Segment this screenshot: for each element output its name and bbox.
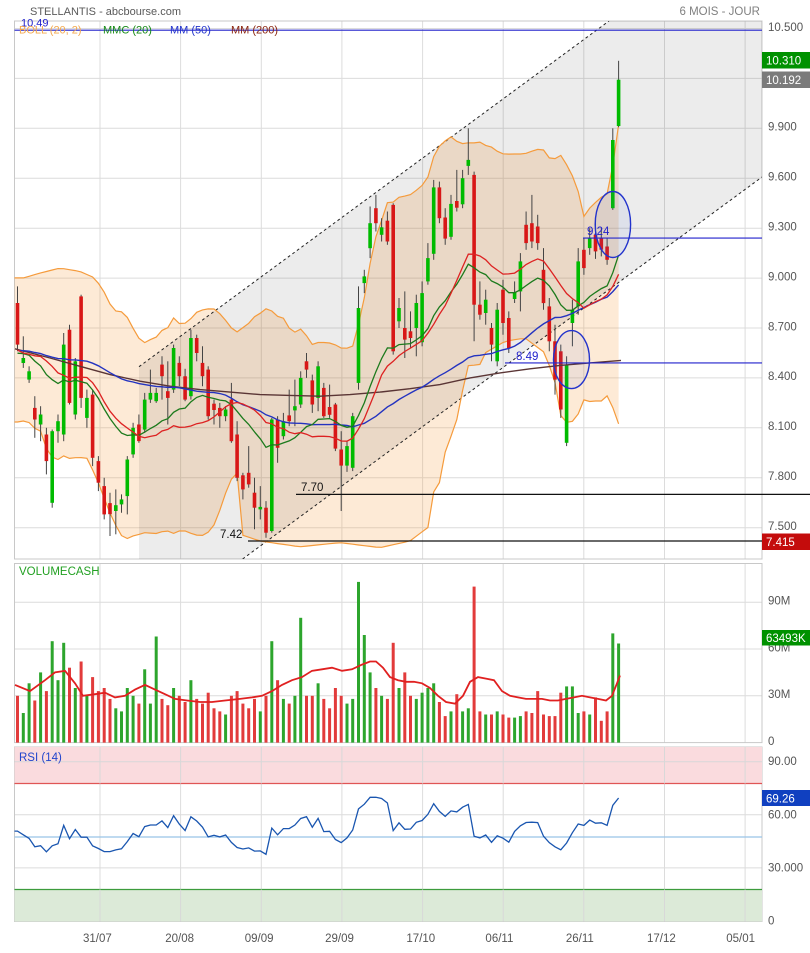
svg-text:9.600: 9.600: [768, 172, 797, 184]
svg-text:90.00: 90.00: [768, 756, 797, 768]
svg-text:10.310: 10.310: [766, 56, 801, 68]
svg-text:9.000: 9.000: [768, 271, 797, 283]
svg-text:17/10: 17/10: [406, 933, 435, 945]
svg-text:RSI (14): RSI (14): [19, 752, 62, 764]
svg-text:60.00: 60.00: [768, 809, 797, 821]
svg-text:63493K: 63493K: [766, 633, 806, 645]
svg-text:17/12: 17/12: [647, 933, 676, 945]
svg-text:26/11: 26/11: [566, 933, 594, 945]
svg-text:9.300: 9.300: [768, 222, 797, 234]
svg-text:10.192: 10.192: [766, 75, 801, 87]
svg-text:0: 0: [768, 916, 774, 928]
svg-text:BOLL (20, 2): BOLL (20, 2): [19, 25, 82, 37]
svg-text:05/01: 05/01: [726, 933, 755, 945]
svg-text:7.415: 7.415: [766, 537, 795, 549]
svg-text:30M: 30M: [768, 689, 790, 701]
svg-text:7.500: 7.500: [768, 521, 797, 533]
svg-text:VOLUMECASH: VOLUMECASH: [19, 566, 100, 578]
svg-text:8.49: 8.49: [516, 351, 538, 363]
svg-text:09/09: 09/09: [245, 933, 274, 945]
svg-text:9.900: 9.900: [768, 122, 797, 134]
svg-text:10.500: 10.500: [768, 22, 803, 34]
svg-text:7.800: 7.800: [768, 471, 797, 483]
svg-text:6 MOIS - JOUR: 6 MOIS - JOUR: [679, 6, 760, 18]
svg-text:06/11: 06/11: [485, 933, 513, 945]
svg-text:7.42: 7.42: [220, 529, 242, 541]
svg-text:7.70: 7.70: [301, 482, 323, 494]
svg-text:31/07: 31/07: [83, 933, 112, 945]
svg-text:69.26: 69.26: [766, 794, 795, 806]
svg-text:8.100: 8.100: [768, 421, 797, 433]
svg-text:29/09: 29/09: [325, 933, 354, 945]
svg-text:MM (200): MM (200): [231, 25, 278, 37]
svg-text:20/08: 20/08: [165, 933, 194, 945]
svg-text:0: 0: [768, 736, 774, 748]
svg-text:MMC (20): MMC (20): [103, 25, 152, 37]
svg-text:8.700: 8.700: [768, 321, 797, 333]
svg-text:10.49: 10.49: [21, 18, 49, 30]
svg-text:9.24: 9.24: [587, 226, 610, 238]
svg-text:30.000: 30.000: [768, 862, 803, 874]
svg-text:MM (50): MM (50): [170, 25, 211, 37]
svg-text:8.400: 8.400: [768, 371, 797, 383]
svg-text:90M: 90M: [768, 596, 790, 608]
svg-text:STELLANTIS - abcbourse.com: STELLANTIS - abcbourse.com: [30, 6, 181, 18]
